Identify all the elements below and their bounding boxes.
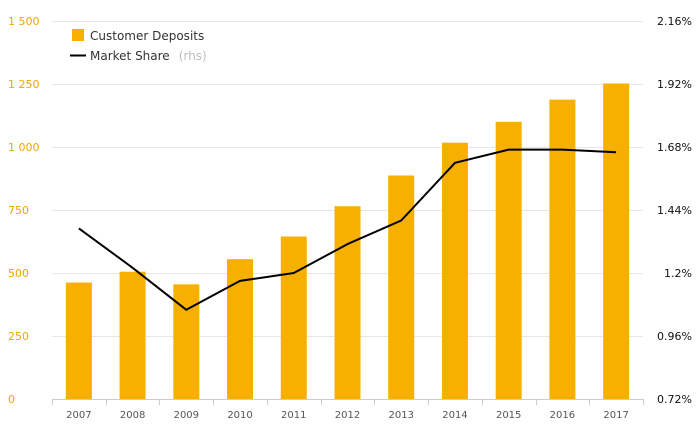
x-tick-label: 2016: [550, 410, 575, 421]
left-tick-label: 250: [8, 330, 29, 343]
right-tick-label: 2.16%: [657, 15, 692, 28]
right-axis-ticks: 0.72% 0.96% 1.2% 1.44% 1.68% 1.92% 2.16%: [657, 15, 692, 406]
bar-2012: [334, 206, 361, 399]
bar-2007: [65, 282, 92, 399]
bar-2014: [441, 142, 468, 399]
x-tick-label: 2014: [442, 410, 467, 421]
left-axis-ticks: 0 250 500 750 1 000 1 250 1 500: [8, 15, 40, 406]
bar-series: [65, 83, 630, 400]
bar-2013: [388, 175, 415, 399]
left-tick-label: 0: [8, 393, 15, 406]
x-tick-label: 2015: [496, 410, 521, 421]
right-tick-label: 1.44%: [657, 204, 692, 217]
left-tick-label: 1 250: [8, 78, 40, 91]
bar-2008: [119, 271, 146, 399]
left-tick-label: 500: [8, 267, 29, 280]
bar-2017: [603, 83, 630, 399]
bar-2011: [280, 236, 307, 399]
bar-2010: [227, 259, 254, 399]
market-share-line: [78, 148, 617, 311]
bar-2016: [549, 99, 576, 400]
legend: Customer Deposits Market Share (rhs): [70, 29, 207, 64]
left-tick-label: 1 500: [8, 15, 40, 28]
bar-2015: [495, 121, 522, 400]
right-tick-label: 0.72%: [657, 393, 692, 406]
x-axis: [52, 399, 644, 405]
x-tick-label: 2010: [227, 410, 252, 421]
x-tick-label: 2013: [389, 410, 414, 421]
left-tick-label: 1 000: [8, 141, 40, 154]
legend-label-market-share-suffix: (rhs): [179, 49, 207, 63]
right-tick-label: 0.96%: [657, 330, 692, 343]
right-tick-label: 1.68%: [657, 141, 692, 154]
left-tick-label: 750: [8, 204, 29, 217]
x-tick-label: 2012: [335, 410, 360, 421]
legend-label-market-share-group: Market Share (rhs): [90, 45, 207, 64]
x-tick-label: 2007: [66, 410, 91, 421]
right-tick-label: 1.2%: [664, 267, 692, 280]
x-tick-label: 2008: [120, 410, 145, 421]
x-tick-label: 2009: [174, 410, 199, 421]
legend-label-market-share: Market Share: [90, 49, 170, 63]
right-tick-label: 1.92%: [657, 78, 692, 91]
legend-label-customer-deposits: Customer Deposits: [90, 29, 204, 43]
x-tick-label: 2011: [281, 410, 306, 421]
x-tick-label: 2017: [603, 410, 628, 421]
x-axis-ticks: 2007 2008 2009 2010 2011 2012 2013 2014 2015 2016…: [66, 410, 629, 421]
legend-swatch-customer-deposits: [72, 29, 84, 41]
line-series: [78, 148, 617, 311]
